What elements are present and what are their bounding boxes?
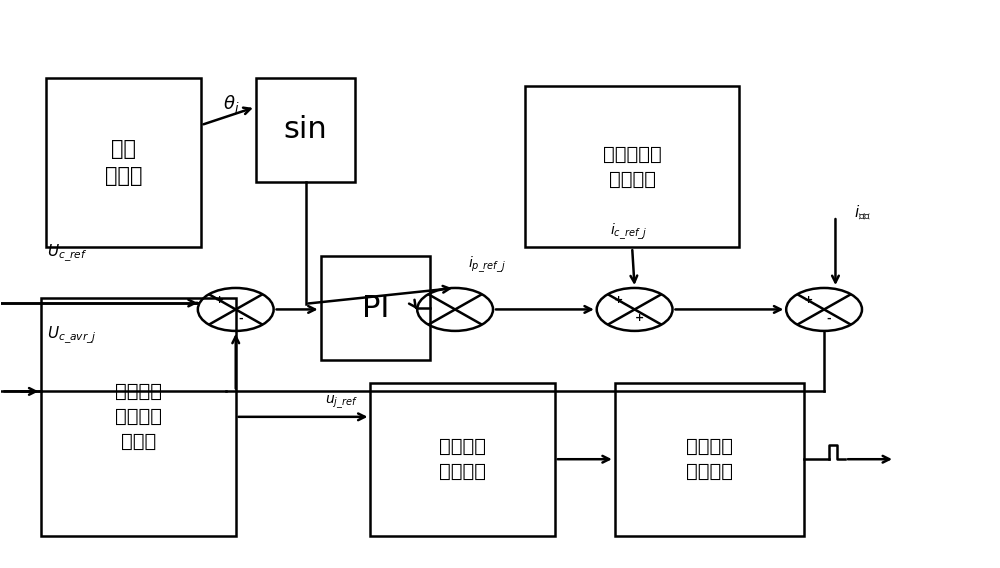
- Text: +: +: [614, 295, 623, 306]
- Text: $U_{c\_avr\_j}$: $U_{c\_avr\_j}$: [47, 325, 97, 346]
- Text: $i_{p\_ref\_j}$: $i_{p\_ref\_j}$: [468, 254, 506, 275]
- Text: 谐波和无功
电流检测: 谐波和无功 电流检测: [603, 145, 662, 189]
- Text: 最近电平
逼近调制: 最近电平 逼近调制: [439, 437, 486, 481]
- Text: -: -: [827, 314, 831, 323]
- Text: $u_{j\_ref}$: $u_{j\_ref}$: [325, 394, 358, 411]
- Text: PI: PI: [362, 294, 389, 323]
- Bar: [320, 256, 430, 360]
- Text: 电容电压
平衡控制: 电容电压 平衡控制: [686, 437, 733, 481]
- Text: +: +: [804, 295, 813, 306]
- Bar: [615, 383, 804, 536]
- Text: $i_{c\_ref\_j}$: $i_{c\_ref\_j}$: [610, 221, 647, 241]
- Text: $U_{c\_ref}$: $U_{c\_ref}$: [47, 243, 88, 264]
- Bar: [256, 78, 355, 182]
- Text: 多谐振点
比例谐振
控制器: 多谐振点 比例谐振 控制器: [115, 382, 162, 452]
- Text: -: -: [238, 314, 243, 323]
- Text: 单相
锁相环: 单相 锁相环: [105, 139, 142, 186]
- Text: sin: sin: [284, 115, 327, 144]
- Bar: [41, 298, 236, 536]
- Text: +: +: [635, 314, 644, 323]
- Bar: [370, 383, 555, 536]
- Bar: [46, 78, 201, 247]
- Text: $i_{实测}$: $i_{实测}$: [854, 203, 871, 222]
- Text: $\theta_j$: $\theta_j$: [223, 94, 239, 118]
- Text: +: +: [215, 295, 224, 306]
- Bar: [525, 86, 739, 247]
